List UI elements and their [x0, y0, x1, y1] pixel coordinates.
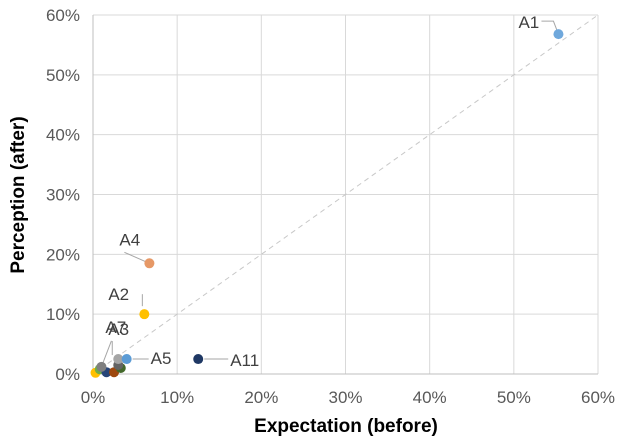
y-tick-label: 60% — [46, 6, 80, 25]
y-tick-label: 10% — [46, 305, 80, 324]
y-tick-label: 50% — [46, 66, 80, 85]
label-leaders — [100, 20, 559, 367]
data-point-a3 — [113, 354, 124, 365]
data-point-a7 — [96, 361, 107, 372]
data-point-a1 — [553, 29, 564, 40]
data-point-a5 — [121, 354, 132, 365]
x-tick-label: 50% — [497, 388, 531, 407]
x-tick-label: 60% — [581, 388, 615, 407]
plot-area — [92, 15, 598, 375]
y-tick-label: 30% — [46, 186, 80, 205]
reference-line — [92, 14, 599, 375]
point-label-a1: A1 — [518, 13, 539, 32]
x-axis-title: Expectation (before) — [254, 416, 438, 437]
data-point-a2 — [139, 309, 150, 320]
point-label-a4: A4 — [119, 230, 140, 249]
point-label-a3: A3 — [108, 320, 129, 339]
point-label-a11: A11 — [230, 351, 259, 370]
data-point-a4 — [144, 258, 155, 269]
data-point-a11 — [193, 354, 204, 365]
y-axis-ticks: 0% 10% 20% 30% 40% 50% 60% — [46, 6, 80, 384]
x-tick-label: 0% — [81, 388, 106, 407]
point-label-a7: A7 — [105, 318, 126, 337]
y-tick-label: 40% — [46, 126, 80, 145]
x-axis-ticks: 0% 10% 20% 30% 40% 50% 60% — [81, 388, 615, 407]
y-tick-label: 20% — [46, 245, 80, 264]
x-tick-label: 20% — [244, 388, 278, 407]
data-points — [90, 29, 564, 378]
x-tick-label: 10% — [160, 388, 194, 407]
y-axis-title: Perception (after) — [8, 116, 29, 273]
point-label-a2: A2 — [108, 285, 129, 304]
x-tick-label: 30% — [328, 388, 362, 407]
point-labels: A1 A4 A2 A3 A5 A7 A11 — [105, 13, 539, 370]
reference-diagonal — [92, 14, 599, 375]
x-tick-label: 40% — [413, 388, 447, 407]
point-label-a5: A5 — [151, 349, 172, 368]
y-tick-label: 0% — [55, 365, 80, 384]
